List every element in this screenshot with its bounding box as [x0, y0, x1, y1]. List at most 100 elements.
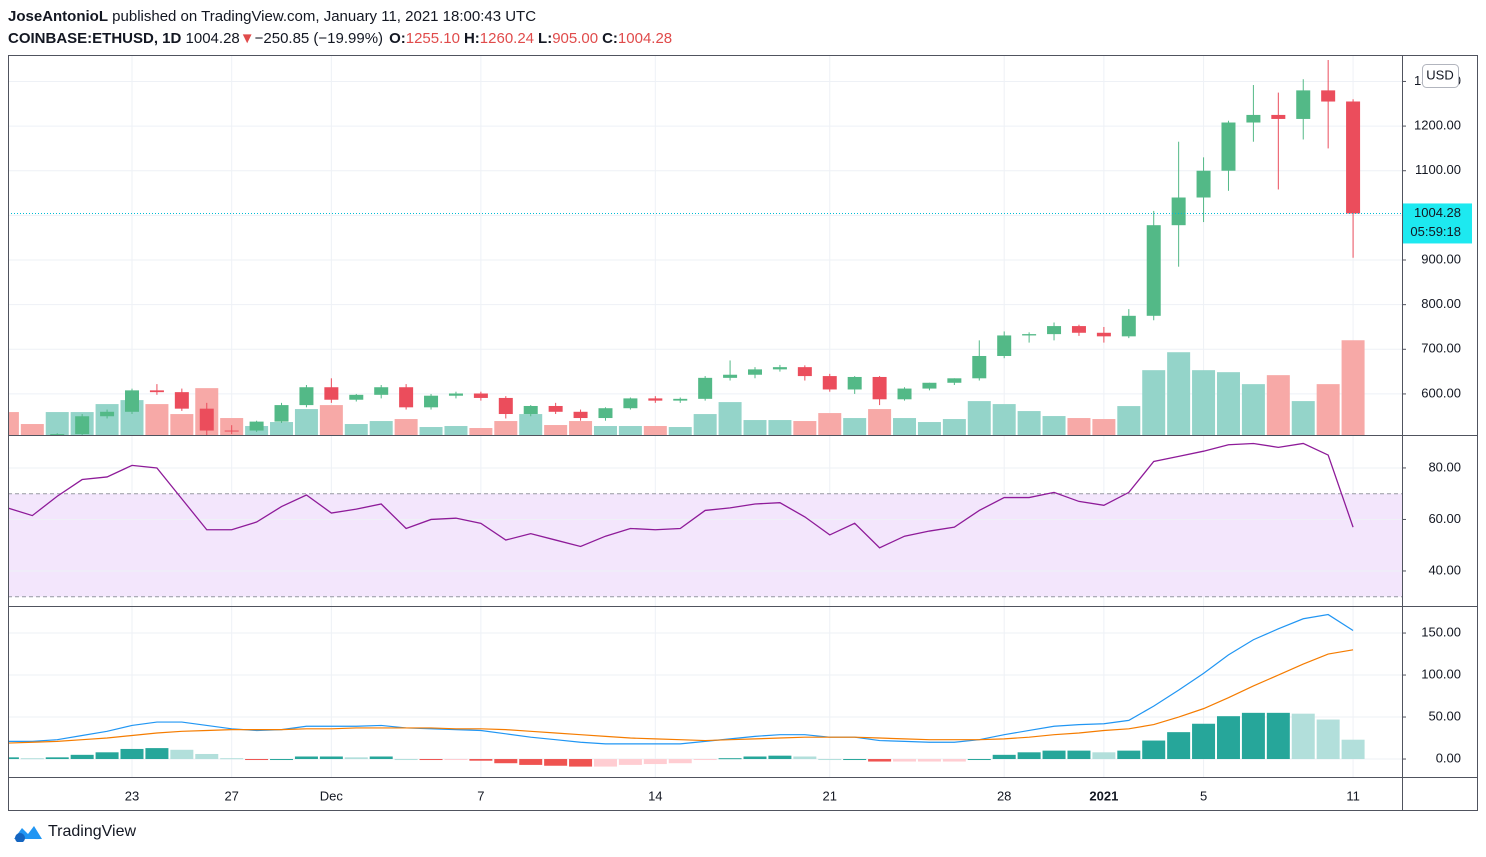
- header-line: JoseAntonioL published on TradingView.co…: [8, 6, 672, 28]
- volume-bar: [95, 404, 119, 435]
- volume-bar: [917, 422, 941, 435]
- currency: USD: [1426, 67, 1453, 82]
- candle-body: [50, 434, 65, 435]
- y-tick-label: 600.00: [1421, 385, 1461, 400]
- published: published on TradingView.com, January 11…: [112, 8, 537, 25]
- candle-body: [0, 447, 14, 451]
- candle-body: [623, 398, 638, 409]
- candle-body: [648, 398, 663, 401]
- y-tick-label: 100.00: [1421, 666, 1461, 681]
- rsi-band: [8, 493, 1402, 597]
- last: 1004.28: [185, 30, 240, 47]
- volume-bar: [145, 404, 169, 435]
- y-tick-label: 80.00: [1428, 459, 1461, 474]
- change: −250.85 (−19.99%): [254, 30, 384, 47]
- author: JoseAntonioL: [8, 8, 108, 25]
- candle-body: [25, 451, 39, 452]
- histogram-bar: [1167, 732, 1191, 760]
- candle-body: [125, 390, 139, 412]
- candle-body: [199, 408, 214, 431]
- x-tick-label: 5: [1200, 788, 1207, 803]
- frame: [8, 55, 1478, 811]
- candle-body: [573, 411, 588, 419]
- histogram-bar: [95, 752, 119, 760]
- volume-bar: [170, 414, 194, 435]
- rsi-line: [8, 442, 1354, 549]
- volume-bar: [344, 424, 368, 435]
- volume-bar: [793, 421, 817, 435]
- volume-bar: [843, 418, 867, 435]
- volume-bar: [1142, 370, 1166, 435]
- symbol: COINBASE:ETHUSD, 1D: [8, 30, 182, 47]
- histogram-bar: [344, 757, 368, 760]
- volume-bar: [718, 402, 742, 435]
- histogram-bar: [618, 759, 642, 765]
- histogram-bar: [519, 759, 543, 765]
- y-tick-label: 800.00: [1421, 296, 1461, 311]
- histogram-bar: [245, 759, 269, 761]
- histogram-bar: [294, 756, 318, 760]
- ohlc-label: O:: [389, 30, 406, 47]
- volume-bar: [618, 426, 642, 435]
- volume-bar: [1291, 401, 1315, 435]
- histogram-bar: [319, 756, 343, 760]
- histogram-bar: [1216, 716, 1240, 760]
- candle-body: [1321, 90, 1336, 102]
- volume-bar: [668, 427, 692, 435]
- x-tick-label: 23: [125, 788, 139, 803]
- candle-body: [1271, 114, 1286, 119]
- x-tick-label: 14: [648, 788, 662, 803]
- histogram-bar: [1316, 719, 1340, 760]
- volume-bar: [569, 421, 593, 435]
- volume-bar: [1216, 372, 1240, 435]
- volume-bar: [593, 426, 617, 435]
- histogram-bar: [419, 759, 443, 761]
- candle-body: [922, 382, 937, 389]
- candle-body: [772, 367, 787, 370]
- histogram-bar: [992, 754, 1016, 760]
- candle-body: [947, 378, 962, 383]
- histogram-bar: [917, 759, 941, 762]
- candle-body: [548, 405, 563, 412]
- volume-bar: [319, 405, 343, 435]
- candle-body: [299, 387, 314, 406]
- volume-bar: [818, 413, 842, 435]
- x-tick-label: 27: [224, 788, 238, 803]
- histogram-bar: [967, 759, 991, 761]
- volume-bar: [893, 418, 917, 435]
- x-tick-label: 7: [477, 788, 484, 803]
- histogram-bar: [494, 759, 518, 764]
- volume-bar: [20, 424, 44, 435]
- candle-body: [149, 390, 164, 393]
- histogram-bar: [270, 759, 294, 761]
- y-tick-label: 1100.00: [1415, 162, 1461, 177]
- histogram-bar: [544, 759, 568, 766]
- volume-bar: [1167, 352, 1191, 435]
- volume-bar: [1266, 375, 1290, 435]
- candle-body: [498, 397, 513, 415]
- header: JoseAntonioL published on TradingView.co…: [8, 6, 672, 50]
- candle-body: [374, 387, 389, 395]
- ohlc-value: 1255.10: [405, 30, 460, 47]
- candle-body: [797, 367, 812, 377]
- candle-body: [274, 405, 289, 422]
- x-tick-label: 28: [997, 788, 1011, 803]
- candle-body: [100, 411, 115, 417]
- volume-bar: [942, 419, 966, 435]
- ohlc-value: 1004.28: [617, 30, 673, 47]
- ohlc-label: C:: [602, 30, 618, 47]
- candle-body: [1022, 334, 1037, 336]
- candle-body: [673, 398, 688, 401]
- ohlc-value: 1260.24: [479, 30, 535, 47]
- histogram-bar: [818, 759, 842, 761]
- price-pane: [0, 60, 1402, 452]
- volume-bar: [8, 412, 19, 435]
- candle-body: [324, 387, 339, 400]
- histogram-bar: [1341, 739, 1365, 760]
- histogram-bar: [220, 758, 244, 760]
- histogram-bar: [793, 756, 817, 760]
- arrow: ▼: [239, 30, 255, 47]
- volume-bar: [1341, 340, 1365, 435]
- histogram-bar: [942, 759, 966, 762]
